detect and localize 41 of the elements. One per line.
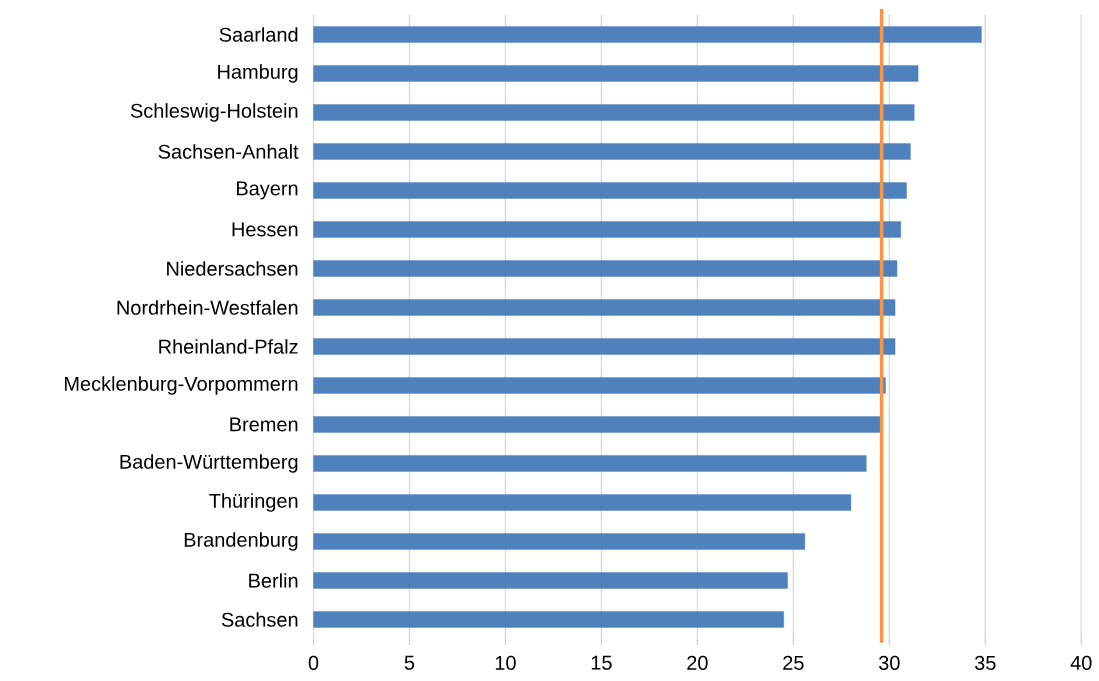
x-tick-label: 5 bbox=[404, 655, 415, 670]
x-tick-label: 20 bbox=[687, 655, 708, 670]
bar bbox=[313, 572, 788, 589]
bar bbox=[313, 416, 882, 433]
x-tick-label: 25 bbox=[783, 655, 804, 670]
y-tick-label: Saarland bbox=[219, 27, 298, 42]
bar bbox=[313, 377, 886, 394]
bar bbox=[313, 182, 907, 199]
y-tick-label: Mecklenburg-Vorpommern bbox=[65, 376, 298, 395]
x-tick-label: 40 bbox=[1070, 655, 1092, 670]
bar bbox=[313, 104, 915, 121]
x-tick-label: 35 bbox=[974, 655, 996, 670]
y-tick-label: Sachsen bbox=[221, 612, 298, 627]
y-tick-label: Bremen bbox=[230, 417, 298, 432]
bar bbox=[313, 338, 896, 355]
y-tick-label: Baden-Württemberg bbox=[120, 454, 298, 473]
y-tick-label: Rheinland-Pfalz bbox=[159, 339, 298, 354]
bar bbox=[313, 221, 902, 238]
y-tick-label: Brandenburg bbox=[184, 532, 298, 551]
y-tick-label: Hamburg bbox=[218, 64, 298, 83]
bar bbox=[313, 26, 982, 43]
bar bbox=[313, 299, 896, 316]
bar bbox=[313, 455, 867, 472]
bar bbox=[313, 143, 911, 160]
bar bbox=[313, 494, 852, 511]
bar bbox=[313, 533, 806, 550]
y-tick-label: Hessen bbox=[232, 222, 298, 237]
bar bbox=[313, 611, 784, 628]
y-tick-label: Bayern bbox=[237, 181, 298, 200]
bar bbox=[313, 260, 898, 277]
y-tick-label: Sachsen-Anhalt bbox=[158, 144, 299, 159]
x-tick-label: 10 bbox=[495, 655, 516, 670]
y-tick-label: Thüringen bbox=[209, 493, 298, 512]
x-tick-label: 30 bbox=[878, 655, 900, 670]
y-tick-label: Niedersachsen bbox=[167, 261, 298, 276]
bar bbox=[313, 65, 919, 82]
y-tick-label: Berlin bbox=[249, 573, 298, 588]
y-tick-label: Schleswig-Holstein bbox=[130, 103, 298, 122]
y-tick-label: Nordrhein-Westfalen bbox=[117, 300, 298, 315]
x-tick-label: 0 bbox=[308, 655, 319, 670]
x-tick-label: 15 bbox=[591, 655, 612, 670]
